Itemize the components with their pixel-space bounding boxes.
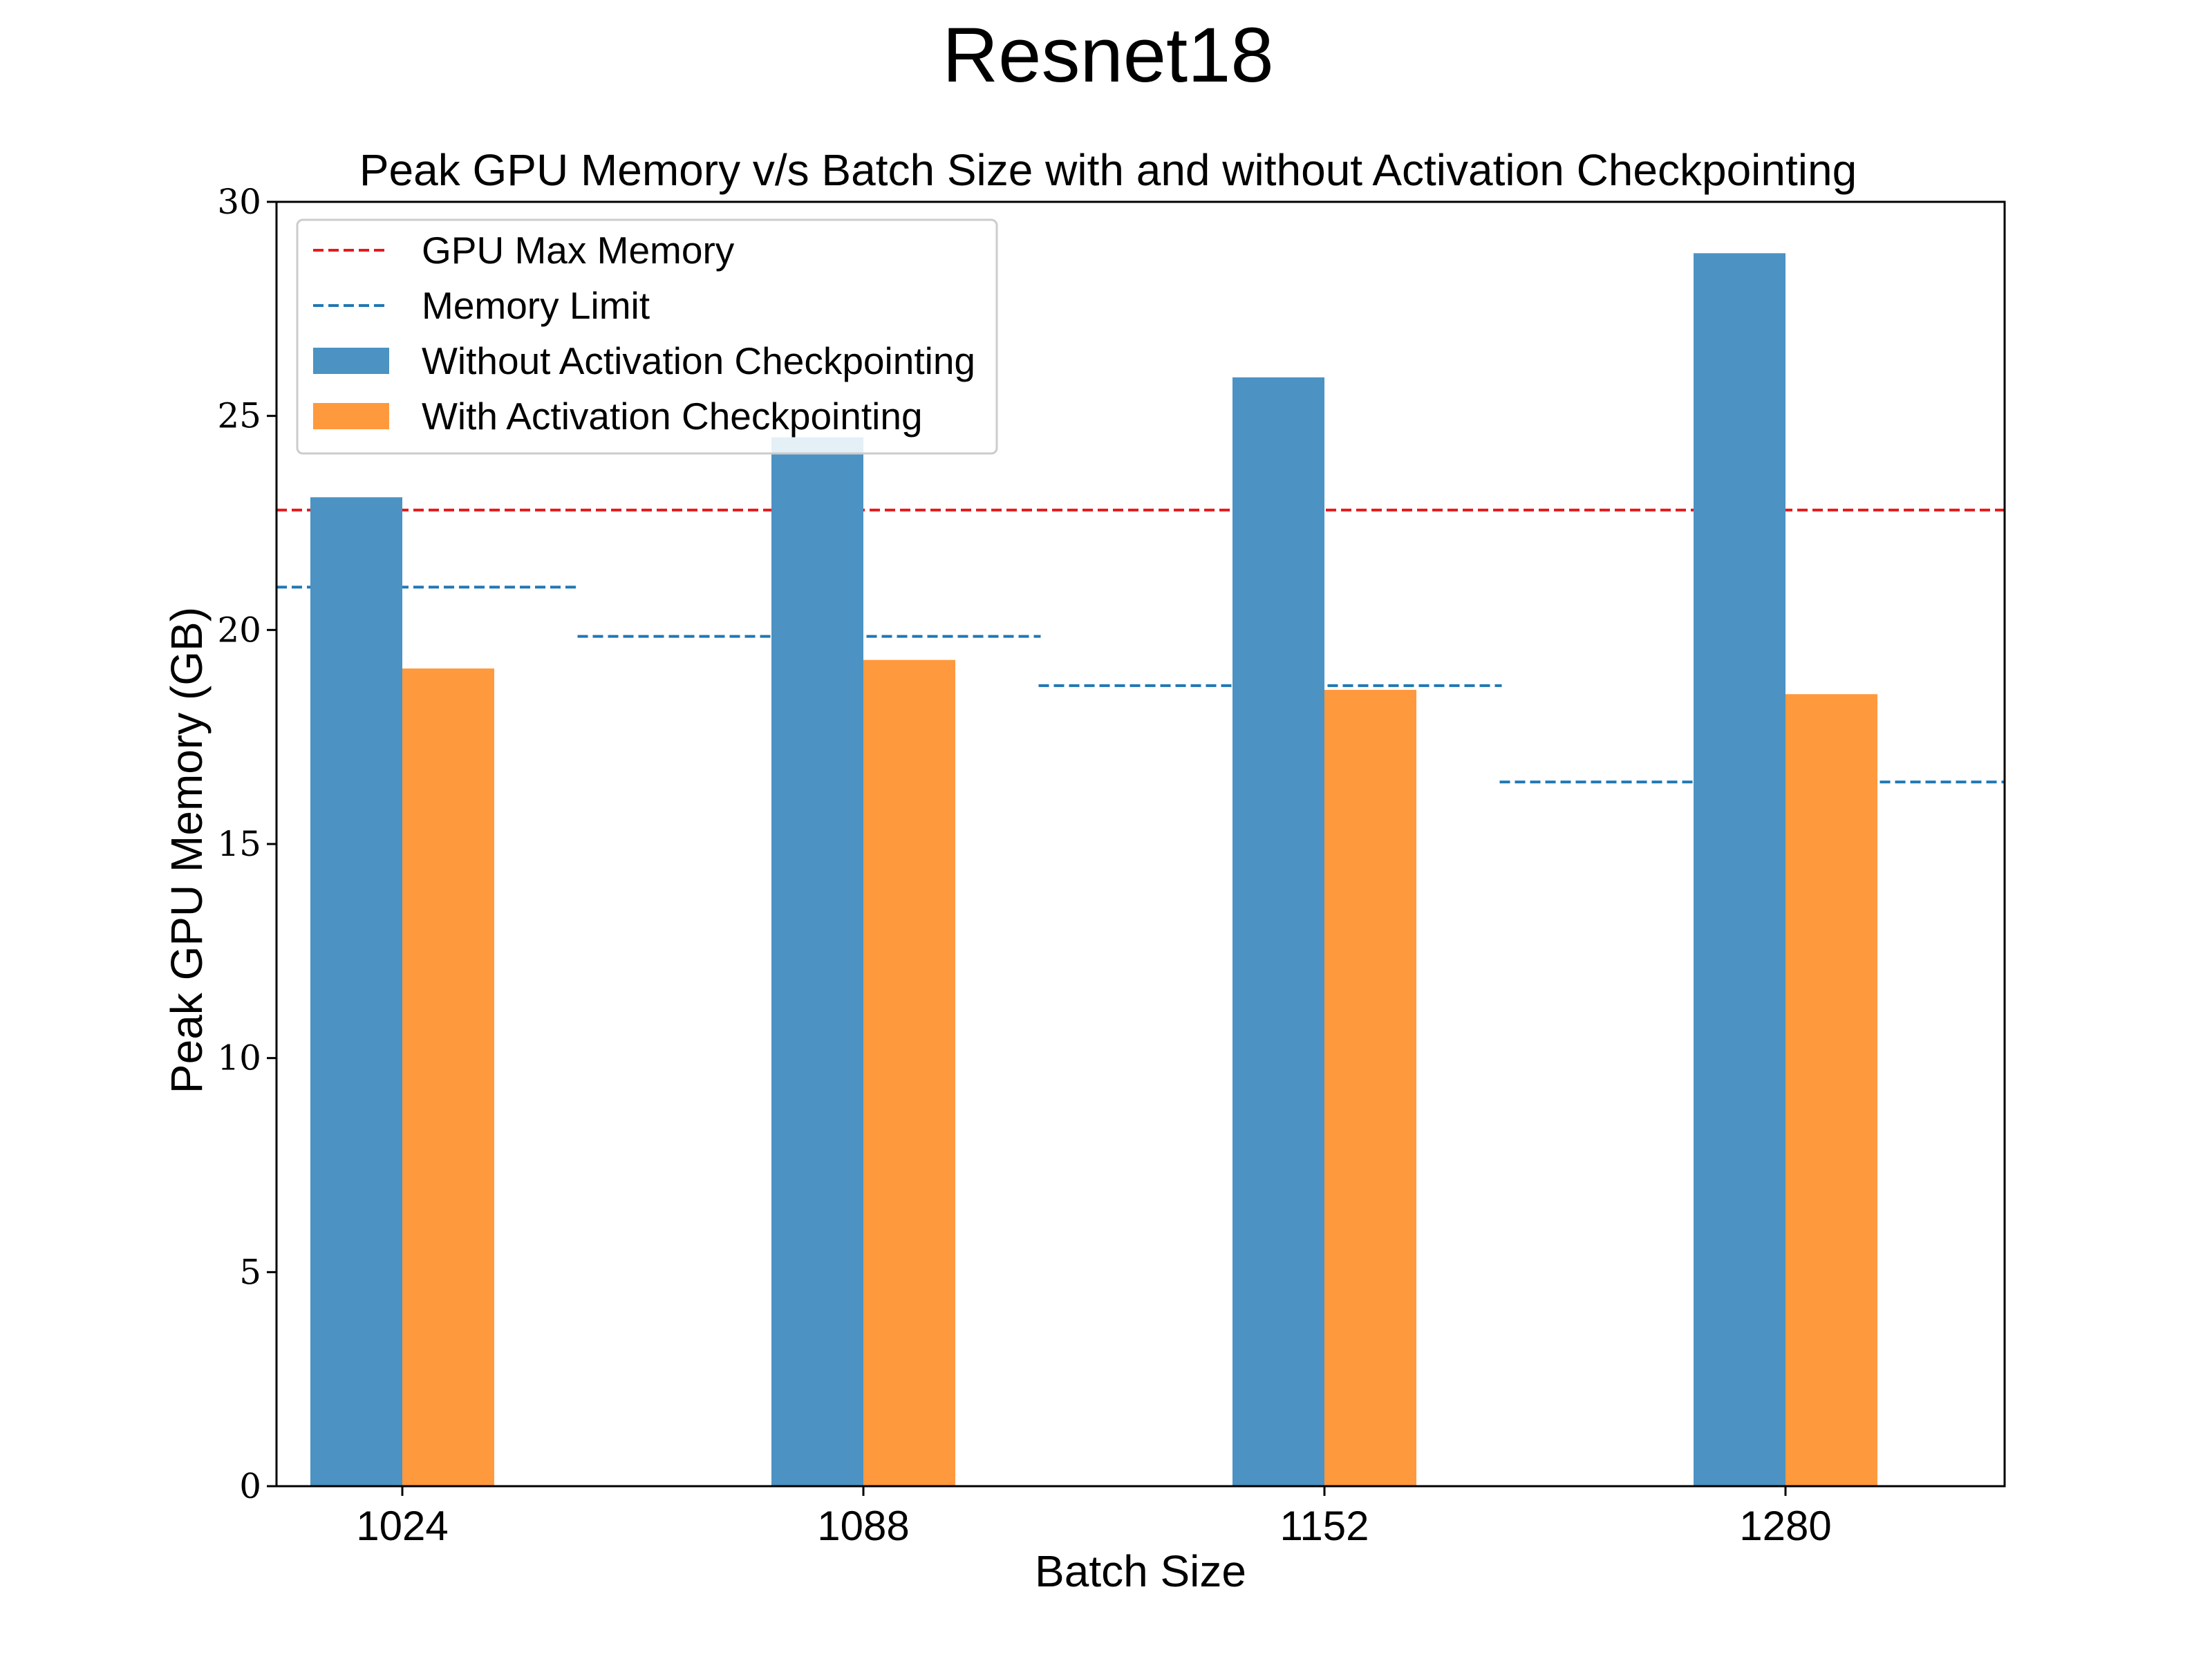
legend-entry-gpu-max-memory-label: GPU Max Memory [422,229,735,272]
x-tick-label: 1280 [1739,1503,1831,1549]
bar-without-1152 [1232,377,1324,1486]
legend-entry-with-checkpointing-swatch [313,403,389,429]
legend-entry-without-checkpointing-label: Without Activation Checkpointing [422,339,975,382]
y-tick-label: 15 [217,824,261,864]
x-tick-label: 1088 [817,1503,909,1549]
legend-entry-with-checkpointing-label: With Activation Checkpointing [422,395,923,438]
y-axis-label: Peak GPU Memory (GB) [162,607,212,1094]
y-tick-label: 30 [217,182,261,222]
bar-without-1280 [1694,253,1785,1486]
legend: GPU Max Memory Memory Limit Without Activa… [296,218,998,455]
y-tick-label: 25 [217,396,261,436]
bar-with-1088 [863,659,955,1486]
chart-suptitle: Resnet18 [942,12,1273,98]
y-tick-label: 0 [239,1466,261,1506]
x-tick-label: 1024 [356,1503,448,1549]
legend-entry-memory-limit-label: Memory Limit [422,284,650,327]
chart-title: Peak GPU Memory v/s Batch Size with and … [359,145,1857,195]
bar-with-1152 [1324,690,1416,1486]
bar-without-1024 [310,497,402,1486]
legend-box [296,218,998,455]
y-tick-label: 20 [217,610,261,650]
x-tick-label: 1152 [1280,1503,1369,1549]
bar-with-1024 [402,668,494,1487]
y-tick-label: 5 [239,1252,261,1292]
axes: 0 5 10 15 20 25 30 1024 1088 1152 1280 [217,182,2006,1549]
bars [310,253,1877,1487]
y-tick-label: 10 [217,1038,261,1078]
bar-without-1088 [771,437,863,1487]
bar-with-1280 [1785,694,1877,1486]
x-axis-label: Batch Size [1035,1546,1246,1596]
legend-entry-without-checkpointing-swatch [313,348,389,374]
